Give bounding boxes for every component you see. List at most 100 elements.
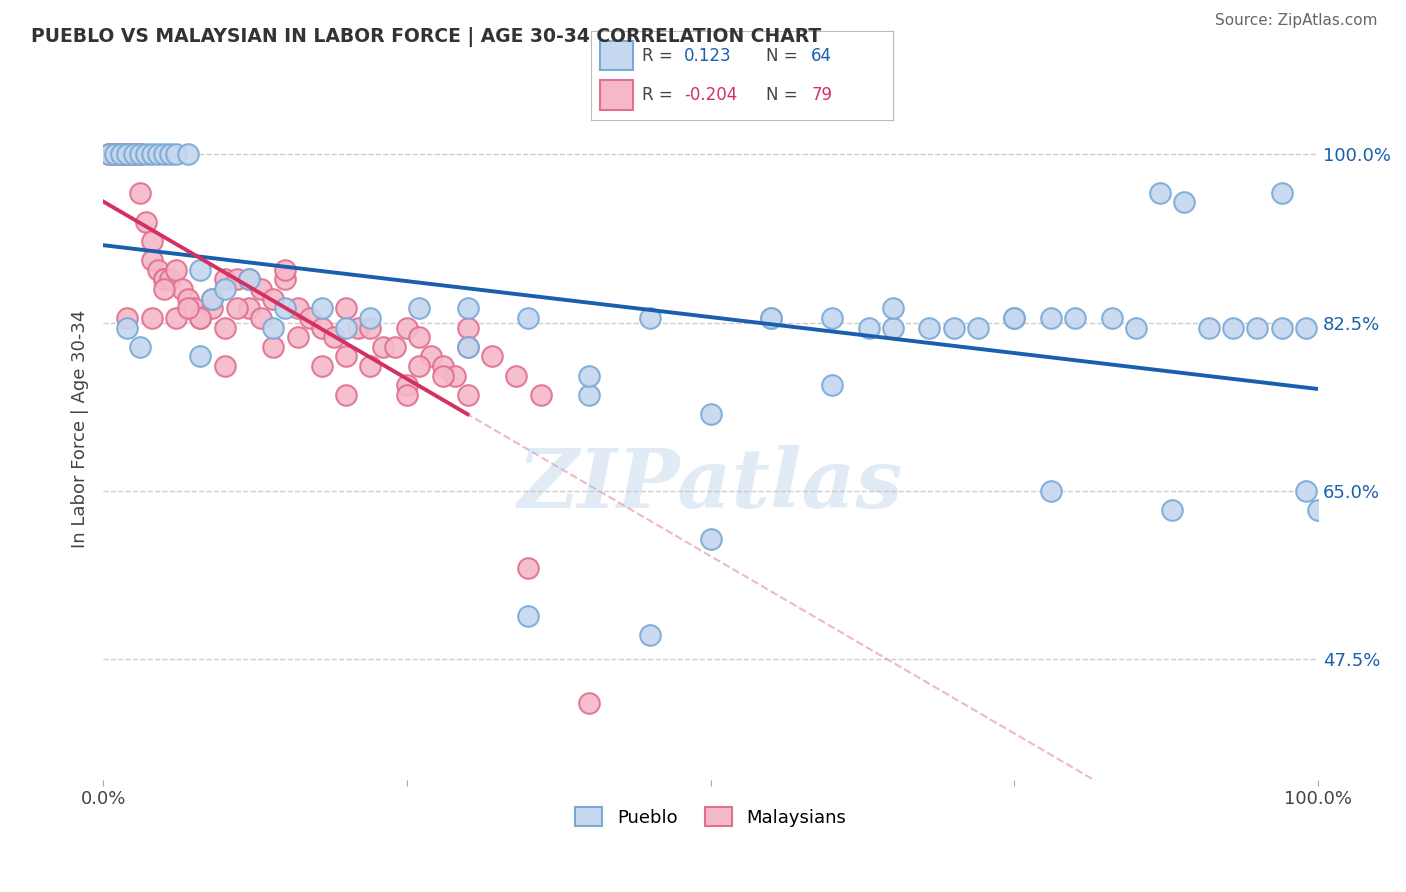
Point — [128, 186, 150, 200]
Point — [395, 378, 418, 392]
Point — [128, 147, 150, 161]
Point — [153, 272, 176, 286]
Text: 0.123: 0.123 — [685, 46, 733, 65]
Point — [104, 147, 127, 161]
Text: Source: ZipAtlas.com: Source: ZipAtlas.com — [1215, 13, 1378, 29]
Point — [347, 320, 370, 334]
Point — [122, 147, 145, 161]
Point — [1308, 503, 1330, 517]
Text: 64: 64 — [811, 46, 832, 65]
Point — [311, 301, 333, 316]
Point — [858, 320, 880, 334]
Point — [1295, 320, 1317, 334]
Point — [1039, 484, 1062, 499]
Point — [335, 388, 357, 402]
Text: -0.204: -0.204 — [685, 86, 738, 104]
Text: N =: N = — [766, 46, 803, 65]
Point — [505, 368, 527, 383]
Point — [457, 388, 479, 402]
Point — [432, 359, 454, 373]
Point — [214, 282, 236, 296]
Point — [359, 359, 381, 373]
Point — [172, 282, 194, 296]
Point — [98, 147, 121, 161]
Point — [432, 368, 454, 383]
Text: R =: R = — [643, 46, 678, 65]
Point — [214, 359, 236, 373]
Point — [1101, 310, 1123, 325]
Point — [335, 320, 357, 334]
Point — [183, 301, 205, 316]
Point — [110, 147, 132, 161]
Point — [141, 147, 163, 161]
Point — [165, 310, 187, 325]
Point — [408, 301, 430, 316]
Point — [262, 320, 284, 334]
Point — [177, 301, 200, 316]
Point — [188, 262, 211, 277]
Point — [117, 320, 139, 334]
Point — [214, 320, 236, 334]
Text: 79: 79 — [811, 86, 832, 104]
Point — [699, 532, 721, 546]
Point — [122, 147, 145, 161]
Point — [1271, 320, 1294, 334]
Point — [201, 292, 224, 306]
Text: PUEBLO VS MALAYSIAN IN LABOR FORCE | AGE 30-34 CORRELATION CHART: PUEBLO VS MALAYSIAN IN LABOR FORCE | AGE… — [31, 27, 821, 46]
Point — [408, 359, 430, 373]
Point — [238, 301, 260, 316]
Point — [274, 272, 297, 286]
Legend: Pueblo, Malaysians: Pueblo, Malaysians — [568, 800, 853, 834]
Point — [1198, 320, 1220, 334]
Point — [311, 359, 333, 373]
Point — [918, 320, 941, 334]
Point — [104, 147, 127, 161]
Point — [250, 310, 273, 325]
Point — [117, 147, 139, 161]
Point — [1173, 195, 1195, 210]
Point — [287, 301, 309, 316]
Point — [481, 350, 503, 364]
Point — [201, 301, 224, 316]
Point — [578, 388, 600, 402]
Point — [146, 262, 169, 277]
Point — [638, 310, 661, 325]
Point — [128, 147, 150, 161]
Point — [311, 320, 333, 334]
Point — [225, 272, 247, 286]
Point — [821, 310, 844, 325]
Point — [98, 147, 121, 161]
Point — [761, 310, 783, 325]
Point — [141, 310, 163, 325]
Point — [177, 292, 200, 306]
Point — [262, 292, 284, 306]
Point — [444, 368, 467, 383]
Point — [1064, 310, 1087, 325]
Point — [359, 310, 381, 325]
Point — [201, 292, 224, 306]
Point — [225, 301, 247, 316]
Point — [146, 147, 169, 161]
Point — [117, 147, 139, 161]
Point — [117, 147, 139, 161]
Point — [214, 272, 236, 286]
Point — [287, 330, 309, 344]
Point — [529, 388, 551, 402]
Point — [141, 234, 163, 248]
Point — [578, 368, 600, 383]
Point — [135, 215, 157, 229]
Text: N =: N = — [766, 86, 803, 104]
Point — [420, 350, 443, 364]
Point — [371, 340, 394, 354]
Point — [457, 320, 479, 334]
Point — [141, 253, 163, 268]
Point — [274, 301, 297, 316]
Point — [98, 147, 121, 161]
Point — [188, 310, 211, 325]
Point — [188, 310, 211, 325]
Point — [1002, 310, 1025, 325]
Point — [165, 262, 187, 277]
Bar — [599, 80, 633, 110]
Point — [335, 301, 357, 316]
Point — [323, 330, 346, 344]
